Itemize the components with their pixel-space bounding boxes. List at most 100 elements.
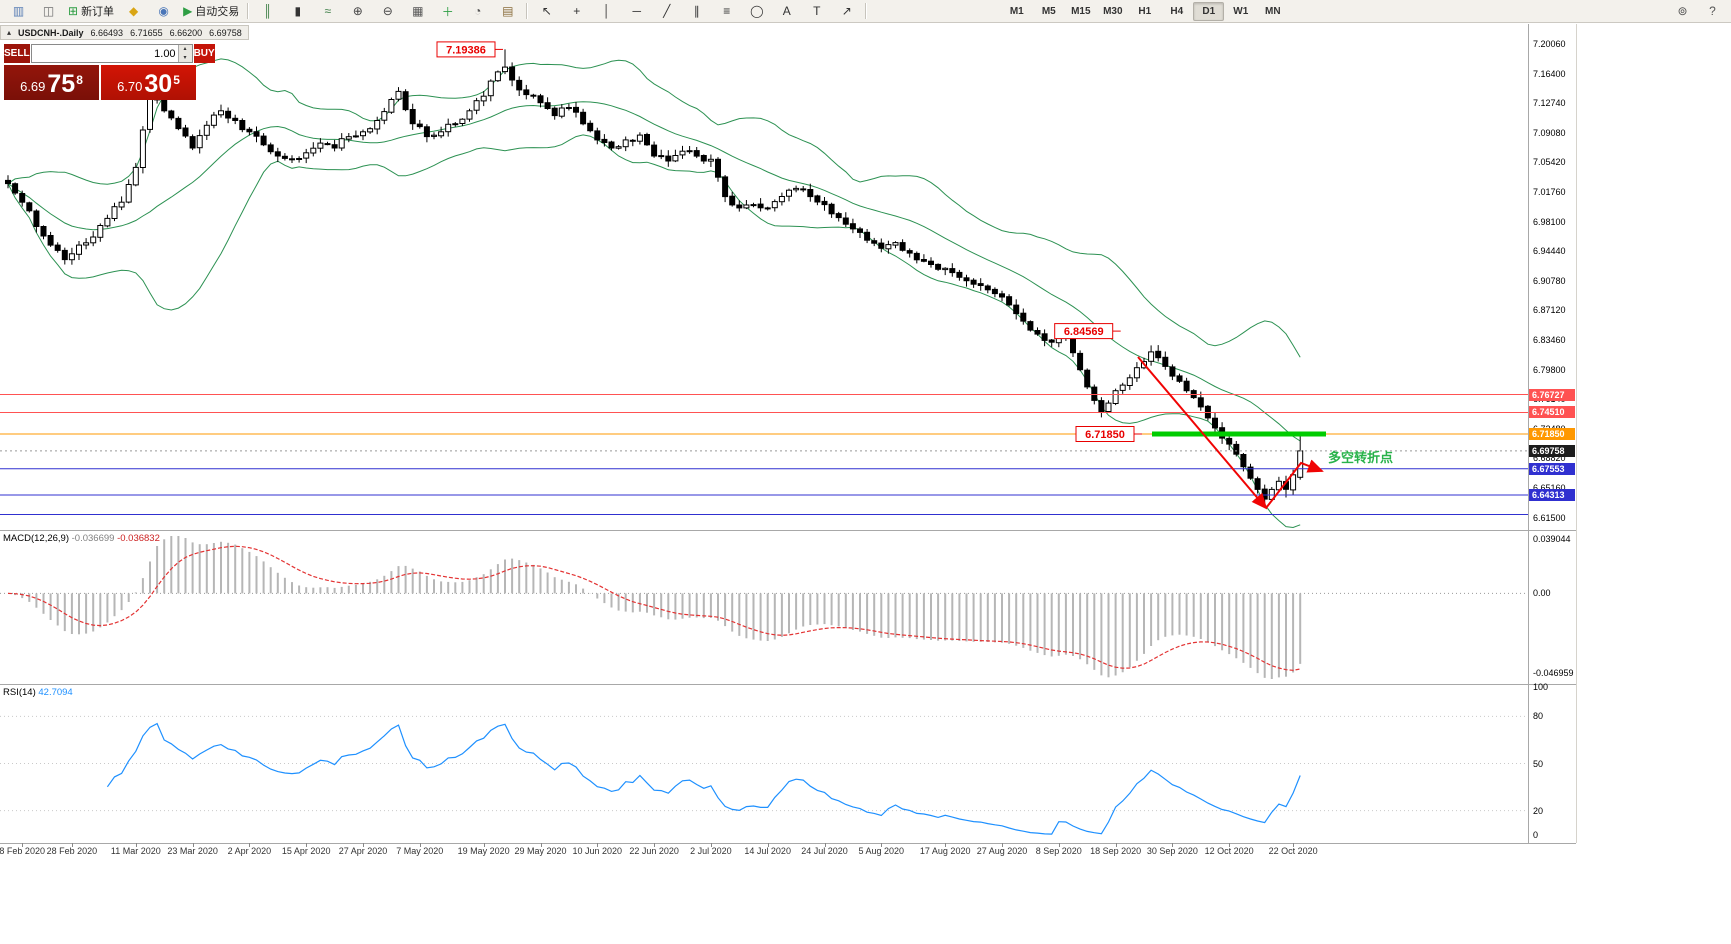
date-label: 17 Aug 2020 (919, 846, 971, 856)
vertical-line-icon[interactable]: │ (603, 4, 611, 18)
zoom-out-icon[interactable]: ⊖ (382, 4, 393, 18)
chart-symbol-period: USDCNH-.Daily (18, 27, 84, 38)
shapes-icon[interactable]: ◯ (750, 4, 764, 18)
date-tick (306, 843, 308, 847)
templates-icon[interactable]: ▤ (502, 4, 514, 18)
rsi-label: RSI(14) 42.7094 (3, 687, 73, 698)
candlestick-chart-icon[interactable]: ▮ (294, 4, 302, 18)
tile-windows-icon[interactable]: ▦ (412, 4, 424, 18)
sell-price-pips: 75 (47, 70, 76, 98)
rsi-scale-label: 20 (1533, 805, 1544, 816)
date-tick (710, 843, 712, 847)
timeframe-M30[interactable]: M30 (1103, 5, 1123, 17)
rsi-scale-label: 0 (1533, 830, 1539, 840)
fibonacci-icon[interactable]: ≡ (723, 4, 731, 18)
date-tick (597, 843, 599, 847)
price-axis-label: 7.09080 (1533, 127, 1566, 138)
macd-scale-max: 0.039044 (1533, 534, 1571, 544)
line-chart-icon[interactable]: ≈ (324, 4, 332, 18)
help-icon[interactable]: ? (1709, 4, 1716, 18)
price-axis-label: 6.79800 (1533, 364, 1566, 375)
price-axis-label: 7.12740 (1533, 98, 1566, 109)
market-watch-icon[interactable]: ◉ (158, 4, 169, 18)
new-order-button[interactable]: ⊞ 新订单 (68, 4, 115, 18)
date-label: 10 Jun 2020 (572, 846, 623, 856)
macd-scale-zero: 0.00 (1533, 588, 1551, 599)
svg-text:7.19386: 7.19386 (446, 44, 486, 56)
price-line-tag: 6.64313 (1529, 488, 1575, 501)
date-label: 30 Sep 2020 (1146, 846, 1198, 856)
rsi-panel-canvas[interactable] (0, 685, 1528, 842)
buy-button[interactable]: BUY (193, 44, 215, 63)
search-icon[interactable]: ⊚ (1677, 4, 1688, 18)
price-axis-label: 6.90780 (1533, 275, 1566, 286)
date-tick (654, 843, 656, 847)
collapse-icon: ▴ (7, 28, 12, 37)
indicators-icon[interactable]: ＋ (441, 4, 454, 19)
horizontal-line-icon[interactable]: ─ (632, 4, 642, 18)
price-axis-label: 6.98100 (1533, 216, 1566, 227)
toolbar-standard-group: ▥ ◫ ⊞ 新订单 ◆ ◉ ▶ 自动交易 (4, 1, 243, 22)
date-tick (1293, 843, 1295, 847)
svg-text:6.84569: 6.84569 (1064, 326, 1104, 338)
channel-icon[interactable]: ∥ (693, 4, 700, 18)
timeframe-D1[interactable]: D1 (1193, 1, 1225, 21)
date-label: 8 Feb 2020 (0, 846, 45, 856)
periods-icon[interactable]: ◔ (474, 4, 482, 18)
price-chart-canvas[interactable]: 7.19386 6.84569 6.71850 多空转折点 (0, 37, 1528, 530)
timeframe-H4[interactable]: H4 (1170, 5, 1184, 17)
crosshair-icon[interactable]: + (573, 4, 581, 18)
svg-text:多空转折点: 多空转折点 (1328, 450, 1393, 465)
date-label: 12 Oct 2020 (1204, 846, 1254, 856)
date-tick (945, 843, 947, 847)
volume-input[interactable] (31, 45, 178, 62)
date-label: 29 May 2020 (514, 846, 567, 856)
toolbar-separator (526, 3, 529, 19)
timeframe-H1[interactable]: H1 (1138, 5, 1152, 17)
date-tick (824, 843, 826, 847)
price-axis-label: 6.83460 (1533, 335, 1566, 346)
date-tick (249, 843, 251, 847)
ohlc-open: 6.66493 (90, 27, 124, 38)
profiles-icon[interactable]: ◫ (42, 4, 55, 18)
sell-price-big-figure: 6.69 (20, 79, 46, 94)
macd-label: MACD(12,26,9) -0.036699 -0.036832 (3, 533, 160, 544)
date-label: 15 Apr 2020 (281, 846, 331, 856)
price-axis-label: 7.01760 (1533, 187, 1566, 197)
timeframe-M1[interactable]: M1 (1009, 5, 1024, 17)
date-label: 8 Sep 2020 (1035, 846, 1082, 856)
buy-price-button[interactable]: 6.70 30 5 (101, 65, 196, 100)
rsi-scale-label: 50 (1533, 758, 1544, 769)
volume-down-button[interactable]: ▾ (178, 53, 192, 62)
date-label: 2 Jul 2020 (690, 846, 732, 856)
panel-separator[interactable] (0, 684, 1576, 685)
sell-button[interactable]: SELL (4, 44, 30, 63)
timeframe-M5[interactable]: M5 (1041, 5, 1056, 17)
autotrading-button[interactable]: ▶ 自动交易 (183, 4, 240, 18)
trendline-icon[interactable]: ╱ (663, 4, 671, 18)
date-tick (1229, 843, 1231, 847)
timeframe-M15[interactable]: M15 (1071, 5, 1091, 17)
date-label: 11 Mar 2020 (110, 846, 161, 856)
volume-up-button[interactable]: ▴ (178, 45, 192, 54)
timeframe-MN[interactable]: MN (1265, 5, 1281, 17)
panel-separator[interactable] (0, 530, 1576, 531)
arrows-icon[interactable]: ↗ (841, 4, 852, 18)
chart-title-bar[interactable]: ▴ USDCNH-.Daily 6.66493 6.71655 6.66200 … (0, 25, 249, 40)
sell-price-button[interactable]: 6.69 75 8 (4, 65, 99, 100)
svg-text:6.71850: 6.71850 (1085, 429, 1125, 441)
price-axis-label: 7.20060 (1533, 38, 1566, 49)
zoom-in-icon[interactable]: ⊕ (352, 4, 363, 18)
macd-panel-canvas[interactable] (0, 531, 1528, 684)
metaeditor-icon[interactable]: ◆ (128, 4, 139, 18)
date-tick (71, 843, 73, 847)
date-label: 27 Aug 2020 (976, 846, 1028, 856)
bar-chart-icon[interactable]: ║ (263, 4, 273, 18)
date-label: 18 Sep 2020 (1090, 846, 1142, 856)
text-icon[interactable]: A (782, 4, 791, 18)
toolbar-line-studies-group: ↖ + │ ─ ╱ ∥ ≡ ◯ A T ↗ (532, 1, 861, 22)
new-chart-icon[interactable]: ▥ (12, 4, 25, 18)
cursor-icon[interactable]: ↖ (541, 4, 552, 18)
timeframe-W1[interactable]: W1 (1233, 5, 1249, 17)
label-icon[interactable]: T (813, 4, 821, 18)
